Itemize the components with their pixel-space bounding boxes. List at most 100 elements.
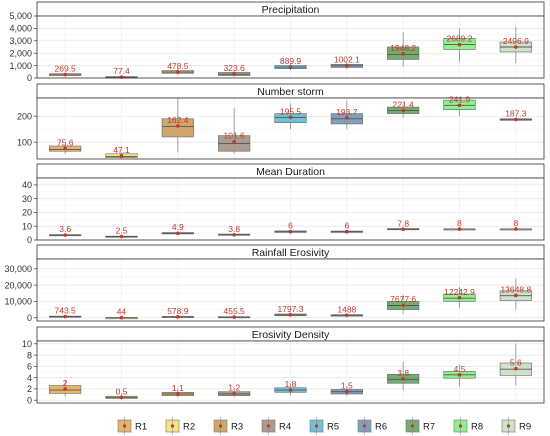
panel-border [36, 340, 545, 404]
mean-label: 2 [63, 378, 68, 388]
box-R5: 195.5 [274, 103, 307, 130]
mean-label: 77.4 [113, 66, 130, 76]
mean-marker [63, 314, 67, 319]
y-tick-label: 0 [27, 235, 32, 245]
box-R3: 4.9 [161, 222, 194, 236]
mean-marker [288, 65, 293, 69]
mean-marker [345, 63, 349, 68]
mean-marker [514, 117, 518, 122]
y-tick-label: 5,000 [9, 11, 32, 21]
mean-label: 2496.9 [503, 36, 529, 46]
y-tick-label: 30,000 [4, 264, 32, 274]
legend-item-R4: R4 [261, 417, 291, 435]
box-R4: 3.8 [218, 224, 251, 237]
box-R9: 5.6 [499, 343, 532, 386]
mean-marker [514, 366, 518, 371]
mean-marker [232, 315, 236, 319]
box-R3: 478.5 [161, 61, 194, 75]
mean-marker [119, 395, 124, 400]
mean-label: 101.6 [224, 131, 246, 141]
y-tick-label: 8 [27, 350, 32, 360]
mean-label: 193.7 [336, 107, 358, 117]
mean-label: 1.8 [285, 379, 297, 389]
mean-label: 13648.8 [500, 284, 531, 294]
box-R3: 1.1 [161, 383, 194, 398]
mean-label: 162.4 [167, 115, 189, 125]
box-R6: 193.7 [330, 100, 363, 130]
mean-label: 889.9 [280, 56, 302, 66]
mean-marker [176, 70, 180, 74]
legend-label: R5 [327, 422, 339, 433]
mean-label: 221.4 [393, 100, 415, 110]
mean-label: 0.5 [116, 386, 128, 396]
box-R7: 3.8 [387, 361, 420, 391]
mean-label: 455.5 [224, 306, 246, 316]
mean-marker [63, 72, 67, 77]
y-tick-label: 200 [17, 111, 32, 121]
y-tick-label: 3,000 [9, 36, 32, 46]
mean-marker [288, 313, 293, 317]
mean-marker [63, 146, 67, 151]
mean-marker [514, 293, 518, 298]
legend-label: R1 [135, 422, 147, 433]
box-R3: 162.4 [161, 98, 194, 153]
mean-marker [288, 229, 293, 234]
box-R8: 8 [443, 218, 476, 231]
mean-label: 241.9 [449, 94, 471, 104]
mean-label: 195.5 [280, 106, 302, 116]
legend-mean-dot [410, 424, 415, 428]
mean-marker [514, 227, 518, 231]
y-tick-label: 30 [22, 194, 32, 204]
mean-label: 1.1 [172, 383, 184, 393]
box-R7: 7677.6 [387, 294, 420, 314]
mean-label: 3.6 [59, 224, 71, 234]
box-R2: 47.1 [105, 145, 138, 159]
panel-border [36, 15, 545, 79]
box-R5: 6 [274, 221, 307, 234]
mean-marker [288, 388, 293, 392]
mean-marker [401, 303, 405, 308]
y-tick-label: 4 [27, 373, 32, 383]
legend-item-R1: R1 [117, 417, 147, 435]
legend-item-R5: R5 [309, 417, 339, 435]
legend-label: R7 [423, 422, 435, 433]
mean-marker [63, 387, 67, 391]
box-R4: 455.5 [218, 306, 251, 319]
y-tick-label: 20 [22, 208, 32, 218]
box-R1: 269.5 [49, 64, 82, 77]
mean-marker [457, 103, 462, 108]
y-tick-label: 0 [27, 313, 32, 323]
legend-mean-dot [362, 424, 367, 428]
mean-marker [288, 115, 293, 120]
panel-4: Rainfall Erosivity 0 10,000 20,000 30,000 743… [4, 244, 545, 323]
mean-label: 3.8 [228, 224, 240, 234]
box-R1: 3.6 [49, 224, 82, 237]
y-tick-label: 2 [27, 384, 32, 394]
y-tick-label: 0 [27, 73, 32, 83]
box-R4: 101.6 [218, 108, 251, 154]
legend: R1 R2 R3 R4 R5 R6 R7 R8 R9 [117, 417, 531, 435]
mean-marker [401, 52, 405, 56]
legend-mean-dot [266, 424, 271, 428]
legend-item-R3: R3 [213, 417, 243, 435]
mean-marker [232, 232, 236, 237]
box-R7: 221.4 [387, 100, 420, 118]
box-R5: 1797.3 [274, 304, 307, 317]
panel-3: Mean Duration 0 10 20 30 40 3.6 2.5 4.9 3.8 6 6 7.8 8… [22, 163, 545, 245]
y-tick-label: 6 [27, 362, 32, 372]
mean-marker [176, 124, 180, 128]
panel-border [36, 97, 545, 160]
y-tick-label: 100 [17, 137, 32, 147]
mean-label: 8 [513, 218, 518, 228]
mean-label: 2689.2 [447, 34, 473, 44]
mean-marker [345, 389, 349, 394]
mean-label: 7.8 [397, 218, 409, 228]
legend-item-R6: R6 [357, 417, 387, 435]
box-R2: 2.5 [105, 226, 138, 239]
panel-title: Erosivity Density [252, 329, 330, 341]
panel-1: Precipitation 0 1,000 2,000 3,000 4,000 5,000 2… [9, 1, 545, 83]
mean-label: 7677.6 [390, 294, 416, 304]
mean-label: 3.8 [397, 368, 409, 378]
